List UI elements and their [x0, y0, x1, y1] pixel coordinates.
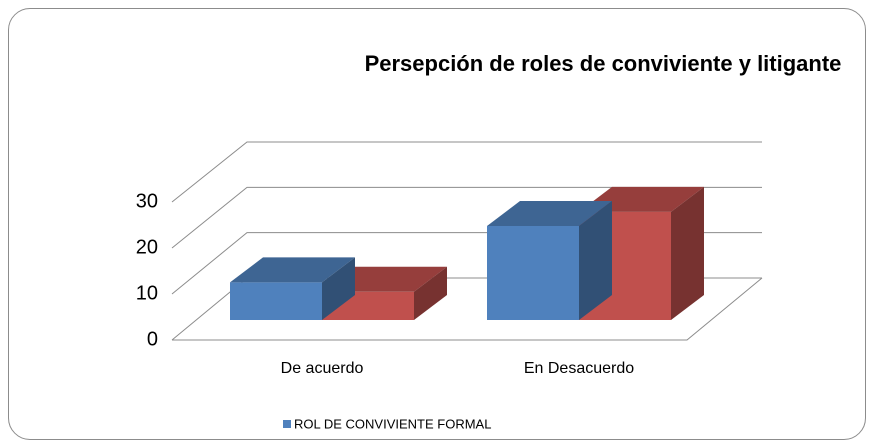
bar-side [322, 257, 355, 320]
bar [230, 282, 322, 320]
bar-side [579, 201, 612, 320]
x-tick-label: En Desacuerdo [524, 360, 634, 377]
legend-swatch [283, 420, 291, 428]
bar [487, 226, 579, 320]
grid-line [171, 141, 762, 203]
chart-title: Persepción de roles de conviviente y lit… [364, 51, 842, 76]
grid-line [171, 186, 762, 249]
chart-frame: Persepción de roles de conviviente y lit… [8, 8, 866, 440]
bar-side [414, 266, 447, 320]
floor [172, 277, 763, 341]
y-tick-label: 0 [147, 328, 158, 350]
y-tick-label: 20 [136, 236, 158, 258]
bar-top [487, 201, 612, 226]
y-tick-label: 10 [136, 282, 158, 304]
y-tick-label: 30 [136, 190, 158, 212]
bar-side [671, 186, 704, 320]
bar-top [230, 257, 355, 283]
legend-label: ROL DE CONVIVIENTE FORMAL [294, 416, 491, 431]
x-tick-label: De acuerdo [281, 360, 364, 377]
